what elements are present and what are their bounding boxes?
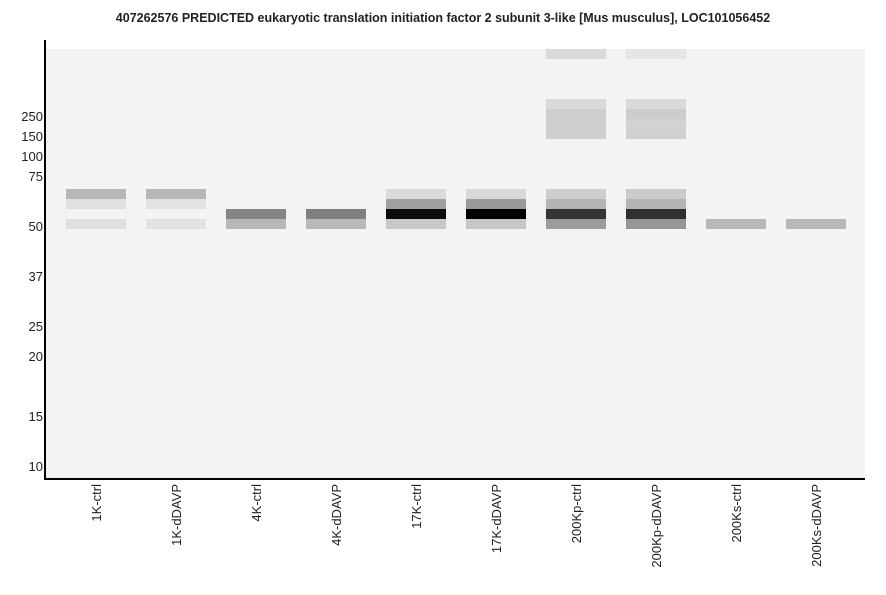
lane-label: 4K-dDAVP: [329, 484, 344, 546]
band: [546, 199, 606, 209]
lane-label: 17K-ctrl: [409, 484, 424, 529]
band: [546, 129, 606, 139]
band: [466, 199, 526, 209]
band: [66, 219, 126, 229]
y-tick-label: 75: [29, 169, 43, 184]
band: [466, 189, 526, 199]
band: [546, 219, 606, 229]
band: [146, 189, 206, 199]
band: [626, 49, 686, 59]
y-tick-label: 20: [29, 349, 43, 364]
band: [706, 219, 766, 229]
band: [546, 109, 606, 119]
band: [306, 219, 366, 229]
band: [386, 199, 446, 209]
band: [626, 199, 686, 209]
band: [626, 219, 686, 229]
band: [386, 219, 446, 229]
band: [626, 119, 686, 129]
band: [466, 209, 526, 219]
band: [146, 219, 206, 229]
y-ticks: 250 150 100 75 50 37 25 20 15 10: [21, 109, 43, 474]
lane-label: 1K-dDAVP: [169, 484, 184, 546]
band: [386, 209, 446, 219]
band: [626, 99, 686, 109]
y-tick-label: 37: [29, 269, 43, 284]
band: [626, 189, 686, 199]
bands: [66, 49, 846, 229]
band: [626, 109, 686, 119]
band: [226, 209, 286, 219]
band: [66, 199, 126, 209]
y-tick-label: 15: [29, 409, 43, 424]
lane-label: 200Kp-dDAVP: [649, 484, 664, 568]
band: [66, 189, 126, 199]
band: [626, 209, 686, 219]
y-tick-label: 150: [21, 129, 43, 144]
band: [466, 219, 526, 229]
band: [306, 209, 366, 219]
lane-label: 200Ks-ctrl: [729, 484, 744, 543]
band: [786, 219, 846, 229]
band: [146, 199, 206, 209]
y-tick-label: 250: [21, 109, 43, 124]
y-tick-label: 25: [29, 319, 43, 334]
lane-label: 17K-dDAVP: [489, 484, 504, 553]
y-tick-label: 100: [21, 149, 43, 164]
y-tick-label: 50: [29, 219, 43, 234]
band: [546, 119, 606, 129]
lane-label: 4K-ctrl: [249, 484, 264, 522]
y-tick-label: 10: [29, 459, 43, 474]
band: [626, 129, 686, 139]
band: [546, 189, 606, 199]
lane-label: 200Kp-ctrl: [569, 484, 584, 543]
band: [226, 219, 286, 229]
lane-label: 1K-ctrl: [89, 484, 104, 522]
lane-labels: 1K-ctrl 1K-dDAVP 4K-ctrl 4K-dDAVP 17K-ctrl 17…: [89, 484, 824, 568]
band: [386, 189, 446, 199]
band: [546, 49, 606, 59]
gel-background: [46, 49, 865, 479]
band: [546, 209, 606, 219]
lane-label: 200Ks-dDAVP: [809, 484, 824, 567]
chart-title: 407262576 PREDICTED eukaryotic translati…: [115, 11, 771, 25]
band: [546, 99, 606, 109]
